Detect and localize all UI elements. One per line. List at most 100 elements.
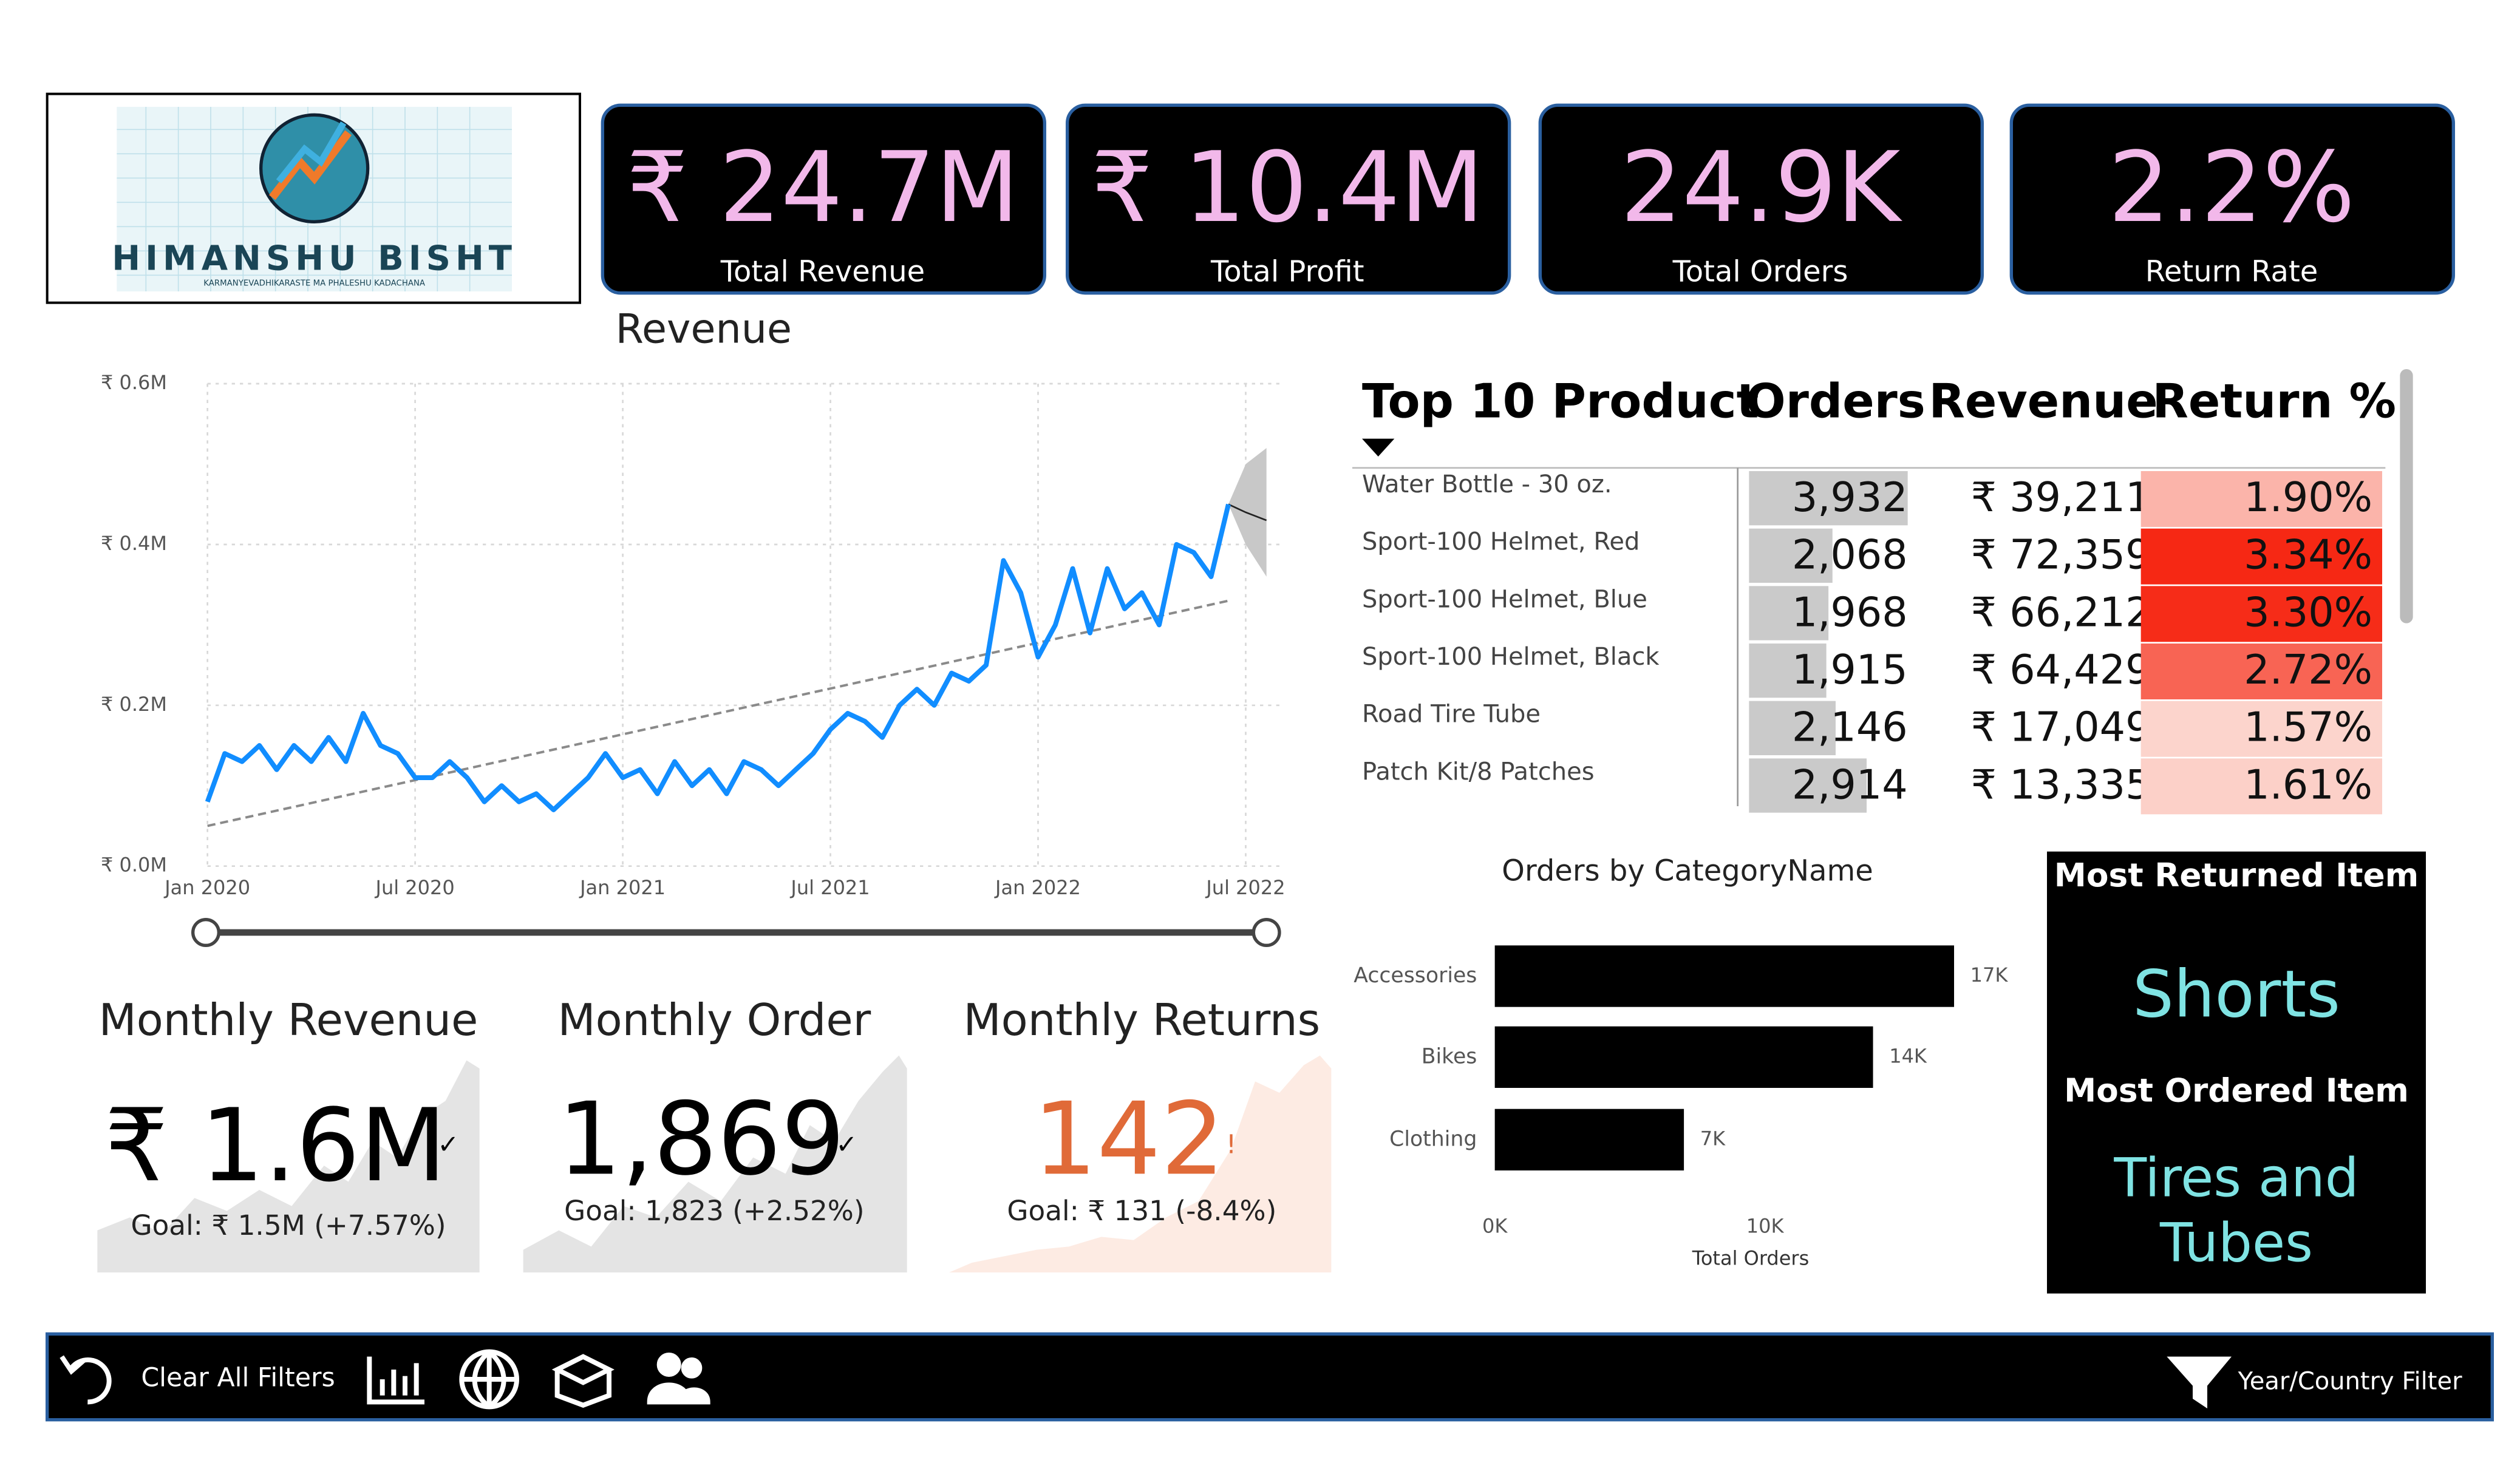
highlight-wrap: Tires and Tubes bbox=[2114, 1146, 2359, 1274]
product-name: Sport-100 Helmet, Blue bbox=[1362, 585, 1647, 613]
y-tick-label: ₹ 0.4M bbox=[101, 532, 167, 555]
y-tick-label: ₹ 0.6M bbox=[101, 371, 167, 394]
card-goal: Goal: ₹ 1.5M (+7.57%) bbox=[131, 1209, 446, 1241]
revenue-value: ₹ 39,211 bbox=[1971, 474, 2151, 521]
value-label: 14K bbox=[1889, 1044, 1927, 1067]
card-goal: Goal: ₹ 131 (-8.4%) bbox=[1007, 1195, 1276, 1227]
nav-people-icon[interactable] bbox=[656, 1353, 681, 1377]
bar bbox=[1494, 945, 1955, 1007]
scrollbar[interactable] bbox=[2400, 369, 2413, 623]
sparkline-area bbox=[949, 1055, 1332, 1272]
column-header[interactable]: Top 10 Product bbox=[1362, 375, 1759, 429]
x-tick-label: Jan 2021 bbox=[579, 876, 666, 899]
undo-icon bbox=[60, 1355, 86, 1375]
revenue-value: ₹ 66,212 bbox=[1971, 588, 2151, 636]
funnel-icon bbox=[2167, 1356, 2232, 1408]
return-cell bbox=[2140, 644, 2382, 699]
orders-bar bbox=[1749, 586, 1829, 640]
logo-name: HIMANSHU BISHT bbox=[112, 239, 517, 278]
logo-globe bbox=[259, 113, 370, 223]
nav-globe-icon[interactable] bbox=[461, 1350, 517, 1409]
kpi-value: ₹ 10.4M bbox=[1091, 131, 1484, 244]
filter-button[interactable]: Year/Country Filter bbox=[2167, 1356, 2462, 1408]
nav-icons bbox=[367, 1349, 710, 1410]
card-title: Monthly Order bbox=[557, 994, 871, 1045]
return-value: 1.61% bbox=[2244, 761, 2372, 808]
product-name: Patch Kit/8 Patches bbox=[1362, 758, 1595, 786]
bar-chart: 0K 10K Accessories 17K Bikes 14K Clothing 7K bbox=[1354, 945, 2008, 1237]
sort-indicator[interactable] bbox=[1362, 438, 1395, 457]
kpi-label: Total Revenue bbox=[720, 255, 925, 289]
card-value: 1,869 bbox=[557, 1081, 845, 1197]
return-value: 3.30% bbox=[2244, 588, 2372, 636]
product-name: Road Tire Tube bbox=[1362, 701, 1541, 728]
x-tick-label: Jul 2021 bbox=[789, 876, 870, 899]
column-header[interactable]: Return % bbox=[2152, 375, 2396, 429]
card-status: ! bbox=[1226, 1130, 1236, 1160]
nav-people-icon[interactable] bbox=[647, 1382, 710, 1405]
kpi-label: Return Rate bbox=[2145, 255, 2318, 289]
orders-value: 2,914 bbox=[1792, 761, 1908, 808]
nav-people-icon[interactable] bbox=[681, 1357, 703, 1379]
highlight-value: Shorts bbox=[2133, 957, 2340, 1033]
forecast-line bbox=[1228, 503, 1267, 521]
product-name: Sport-100 Helmet, Red bbox=[1362, 528, 1640, 556]
orders-bar bbox=[1749, 644, 1827, 698]
revenue-value: ₹ 72,359 bbox=[1971, 531, 2151, 579]
kpi-row: ₹ 24.7M Total Revenue ₹ 10.4M Total Profit 2… bbox=[601, 103, 2455, 295]
nav-box-icon[interactable] bbox=[551, 1354, 615, 1408]
footer-bar bbox=[46, 1332, 2494, 1422]
card-value: 142 bbox=[1033, 1081, 1225, 1197]
return-cell bbox=[2140, 758, 2382, 815]
return-value: 1.57% bbox=[2244, 704, 2372, 751]
value-label: 7K bbox=[1700, 1127, 1726, 1150]
revenue-line bbox=[205, 503, 1231, 812]
orders-bar bbox=[1749, 528, 1833, 583]
x-tick-label: 10K bbox=[1746, 1214, 1785, 1237]
trend-line bbox=[207, 599, 1229, 827]
x-tick-label: Jul 2022 bbox=[1205, 876, 1285, 899]
date-slider[interactable] bbox=[191, 918, 1281, 947]
kpi-label: Total Orders bbox=[1672, 255, 1848, 289]
sparkline-area bbox=[97, 1060, 480, 1272]
card-goal: Goal: 1,823 (+2.52%) bbox=[564, 1195, 864, 1227]
kpi-value: 2.2% bbox=[2108, 131, 2355, 244]
category-label: Bikes bbox=[1422, 1044, 1477, 1068]
kpi-card bbox=[2009, 103, 2455, 295]
card-status: ✓ bbox=[437, 1130, 459, 1160]
chart-title: Orders by CategoryName bbox=[1502, 854, 1873, 888]
y-tick-label: ₹ 0.0M bbox=[101, 854, 167, 877]
nav-chart-icon[interactable] bbox=[367, 1356, 424, 1405]
slider-handle[interactable] bbox=[1251, 918, 1281, 947]
kpi-label: Total Profit bbox=[1210, 255, 1364, 289]
return-cell bbox=[2140, 528, 2382, 585]
value-label: 17K bbox=[1970, 963, 2009, 987]
return-cell bbox=[2140, 701, 2382, 757]
logo-arrow bbox=[276, 121, 347, 183]
category-label: Accessories bbox=[1354, 963, 1477, 988]
clear-filters-button[interactable]: Clear All Filters bbox=[60, 1355, 335, 1405]
highlight-value: Tires and Tubes bbox=[2114, 1146, 2359, 1274]
slider-handle[interactable] bbox=[191, 918, 220, 947]
highlight-card bbox=[2047, 851, 2426, 1294]
orders-bar bbox=[1749, 758, 1867, 813]
kpi-value: 24.9K bbox=[1620, 131, 1902, 244]
column-header[interactable]: Orders bbox=[1746, 375, 1926, 429]
logo: HIMANSHU BISHT KARMANYEVADHIKARASTE MA P… bbox=[112, 107, 517, 291]
x-tick-label: Jul 2020 bbox=[375, 876, 455, 899]
revenue-value: ₹ 13,335 bbox=[1971, 761, 2151, 808]
product-name: Sport-100 Helmet, Black bbox=[1362, 643, 1660, 671]
orders-bar bbox=[1749, 471, 1908, 526]
x-tick-label: Jan 2020 bbox=[163, 876, 250, 899]
highlight-title: Most Ordered Item bbox=[2064, 1072, 2409, 1110]
card-value: ₹ 1.6M bbox=[104, 1087, 446, 1204]
return-cell bbox=[2140, 586, 2382, 642]
logo-tagline: KARMANYEVADHIKARASTE MA PHALESHU KADACHA… bbox=[203, 279, 425, 288]
column-header[interactable]: Revenue bbox=[1929, 375, 2157, 429]
card-status: ✓ bbox=[836, 1130, 857, 1160]
x-tick-label: 0K bbox=[1482, 1214, 1508, 1237]
return-cell bbox=[2140, 471, 2382, 527]
